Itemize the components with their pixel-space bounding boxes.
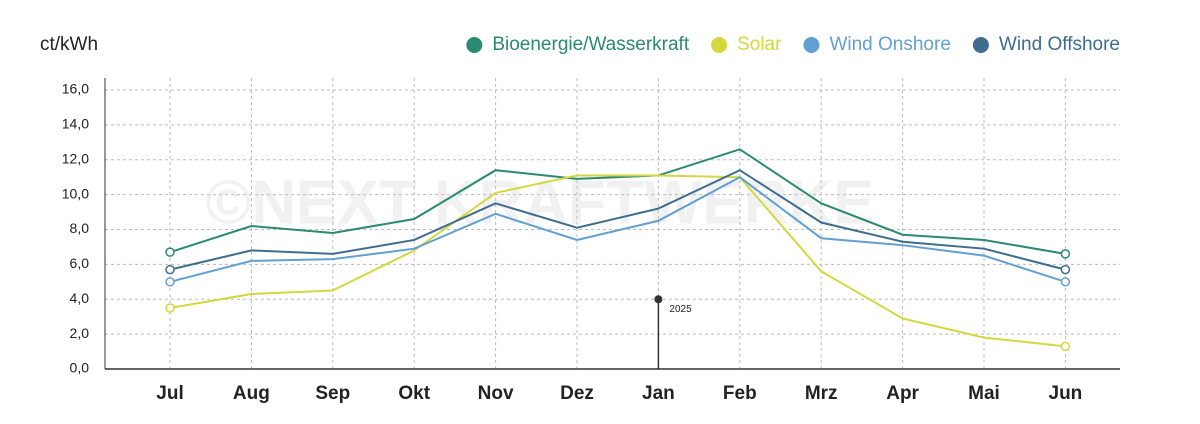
x-tick-label: Jan (642, 383, 675, 404)
y-tick-label: 14,0 (62, 116, 89, 132)
annotation-label: 2025 (669, 304, 692, 315)
legend-label: Wind Onshore (829, 34, 950, 55)
x-tick-label: Jul (156, 383, 183, 404)
x-tick-label: Aug (233, 383, 270, 404)
legend-swatch (711, 37, 728, 53)
x-tick-label: Okt (398, 383, 430, 404)
y-axis-label: ct/kWh (40, 34, 98, 55)
x-tick-label: Feb (723, 383, 757, 404)
y-tick-label: 4,0 (70, 290, 90, 306)
series-line (169, 174, 1066, 348)
y-tick-label: 10,0 (62, 185, 89, 201)
x-tick-label: Apr (886, 383, 919, 404)
x-tick-label: Mrz (805, 383, 838, 404)
end-marker (165, 303, 175, 313)
x-tick-label: Sep (315, 383, 350, 404)
end-marker (165, 247, 175, 257)
end-marker (1060, 264, 1071, 275)
x-tick-label: Mai (968, 383, 1000, 404)
legend-label: Solar (737, 34, 782, 55)
legend-label: Wind Offshore (999, 34, 1120, 55)
legend-swatch (803, 37, 820, 53)
legend-swatch (466, 37, 483, 53)
x-tick-label: Jun (1049, 383, 1083, 404)
end-marker (1060, 277, 1071, 287)
annotation-dot (654, 295, 663, 304)
end-marker (165, 277, 175, 287)
series-line (169, 176, 1066, 283)
series-line (169, 148, 1066, 255)
y-tick-label: 12,0 (62, 150, 89, 166)
end-marker (1060, 249, 1071, 259)
legend-label: Bioenergie/Wasserkraft (492, 34, 689, 55)
y-tick-label: 0,0 (70, 360, 90, 376)
y-tick-label: 8,0 (70, 220, 90, 236)
x-tick-label: Dez (560, 383, 594, 404)
legend-swatch (972, 37, 989, 53)
y-tick-label: 6,0 (70, 255, 90, 271)
x-tick-label: Nov (478, 383, 514, 404)
end-marker (165, 264, 175, 275)
y-tick-label: 16,0 (62, 81, 89, 97)
end-marker (1060, 341, 1071, 352)
series-line (169, 169, 1066, 271)
y-tick-label: 2,0 (70, 325, 90, 341)
